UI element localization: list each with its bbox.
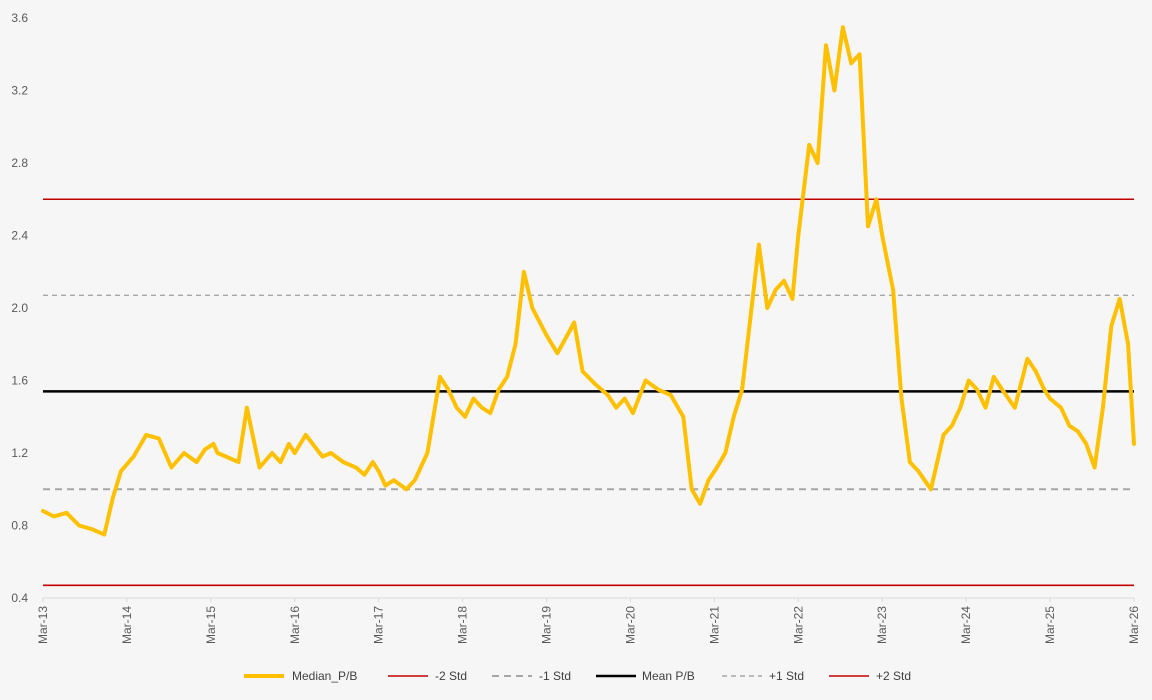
x-tick-label: Mar-24 — [959, 606, 973, 644]
legend-label: Mean P/B — [642, 669, 695, 683]
legend-item: -1 Std — [492, 669, 571, 683]
x-tick-label: Mar-16 — [288, 606, 302, 644]
x-tick-label: Mar-20 — [623, 606, 637, 644]
legend-item: +2 Std — [829, 669, 911, 683]
y-tick-label: 1.2 — [11, 446, 28, 460]
y-tick-label: 2.4 — [11, 229, 28, 243]
x-tick-label: Mar-13 — [36, 606, 50, 644]
legend-item: Median_P/B — [244, 669, 357, 683]
y-tick-label: 2.0 — [11, 301, 28, 315]
x-tick-label: Mar-17 — [372, 606, 386, 644]
legend: Median_P/B -2 Std -1 Std Mean P/B +1 Std +2 S… — [244, 669, 911, 683]
legend-item: Mean P/B — [596, 669, 695, 683]
x-tick-label: Mar-26 — [1127, 606, 1141, 644]
x-axis: Mar-13 Mar-14 Mar-15 Mar-16 Mar-17 Mar-18 Mar-… — [36, 597, 1141, 644]
legend-item: +1 Std — [722, 669, 804, 683]
x-tick-label: Mar-19 — [540, 606, 554, 644]
y-tick-label: 2.8 — [11, 156, 28, 170]
series-line-median-pb — [41, 25, 1136, 537]
legend-item: -2 Std — [388, 669, 467, 683]
y-tick-label: 1.6 — [11, 374, 28, 388]
x-tick-label: Mar-15 — [204, 606, 218, 644]
legend-label: Median_P/B — [292, 669, 357, 683]
x-tick-label: Mar-23 — [875, 606, 889, 644]
series-layer — [41, 25, 1136, 537]
reference-lines — [43, 198, 1134, 587]
x-tick-label: Mar-22 — [791, 606, 805, 644]
legend-label: -2 Std — [435, 669, 467, 683]
x-tick-label: Mar-14 — [120, 606, 134, 644]
legend-label: -1 Std — [539, 669, 571, 683]
y-tick-label: 0.8 — [11, 519, 28, 533]
x-tick-label: Mar-21 — [707, 606, 721, 644]
y-axis: 0.4 0.8 1.2 1.6 2.0 2.4 2.8 3.2 3.6 — [11, 11, 28, 605]
y-tick-label: 0.4 — [11, 591, 28, 605]
y-tick-label: 3.6 — [11, 11, 28, 25]
legend-label: +1 Std — [769, 669, 804, 683]
y-tick-label: 3.2 — [11, 84, 28, 98]
x-tick-label: Mar-18 — [456, 606, 470, 644]
x-tick-label: Mar-25 — [1043, 606, 1057, 644]
legend-label: +2 Std — [876, 669, 911, 683]
